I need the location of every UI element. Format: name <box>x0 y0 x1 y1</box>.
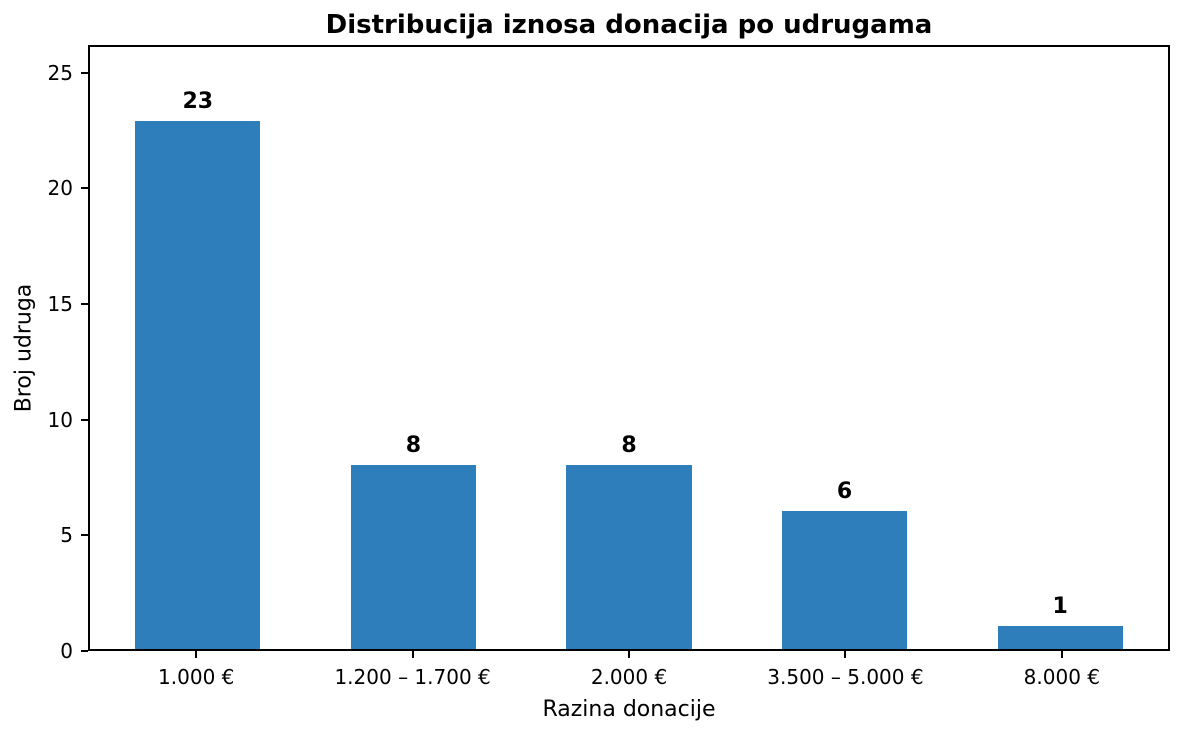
x-tick-label: 1.200 – 1.700 € <box>334 665 491 689</box>
x-category: 2.000 € <box>521 651 737 695</box>
y-tick-mark <box>81 303 88 306</box>
x-axis: 1.000 € 1.200 – 1.700 € 2.000 € 3.500 – 5.0… <box>88 651 1170 695</box>
bar <box>566 465 692 649</box>
bar-slot: 8 <box>521 47 737 649</box>
y-tick-label: 10 <box>47 407 73 432</box>
y-tick-label: 5 <box>60 523 73 548</box>
bar <box>350 465 476 649</box>
bar-slot: 1 <box>952 47 1168 649</box>
x-category: 1.000 € <box>88 651 304 695</box>
bar-value-label: 23 <box>182 88 214 114</box>
y-tick-mark <box>81 71 88 74</box>
x-tick-label: 8.000 € <box>1023 665 1100 689</box>
x-tick-mark <box>195 651 198 658</box>
x-tick-label: 1.000 € <box>158 665 235 689</box>
bars-area: 23 8 8 6 1 <box>90 47 1168 649</box>
y-tick-mark <box>81 187 88 190</box>
chart-title: Distribucija iznosa donacija po udrugama <box>325 10 933 40</box>
bar-slot: 6 <box>737 47 953 649</box>
x-category: 1.200 – 1.700 € <box>304 651 520 695</box>
y-tick-label: 0 <box>60 639 73 663</box>
y-tick-label: 15 <box>47 292 73 317</box>
x-tick-label: 2.000 € <box>590 665 668 689</box>
bar-slot: 23 <box>90 47 306 649</box>
bar-value-label: 6 <box>836 479 853 505</box>
bar <box>135 120 261 649</box>
y-tick-mark <box>81 418 88 421</box>
bar-value-label: 8 <box>405 433 422 459</box>
x-tick-mark <box>628 651 631 658</box>
y-axis: 0 5 10 15 20 25 <box>0 45 88 663</box>
x-tick-mark <box>844 651 847 658</box>
x-axis-label: Razina donacije <box>542 697 716 722</box>
bar <box>997 626 1123 649</box>
x-category: 3.500 – 5.000 € <box>737 651 953 695</box>
bar-value-label: 1 <box>1052 594 1068 620</box>
x-category: 8.000 € <box>954 651 1170 695</box>
plot-area: 23 8 8 6 1 <box>88 45 1170 651</box>
x-tick-label: 3.500 – 5.000 € <box>767 665 924 689</box>
x-tick-mark <box>411 651 414 658</box>
y-tick-mark <box>81 534 88 537</box>
bar-slot: 8 <box>306 47 522 649</box>
bar-value-label: 8 <box>621 433 637 459</box>
y-tick-label: 20 <box>47 176 73 201</box>
bar <box>782 511 908 649</box>
y-tick-label: 25 <box>47 60 73 85</box>
x-tick-mark <box>1060 651 1063 658</box>
y-tick-mark <box>81 650 88 652</box>
